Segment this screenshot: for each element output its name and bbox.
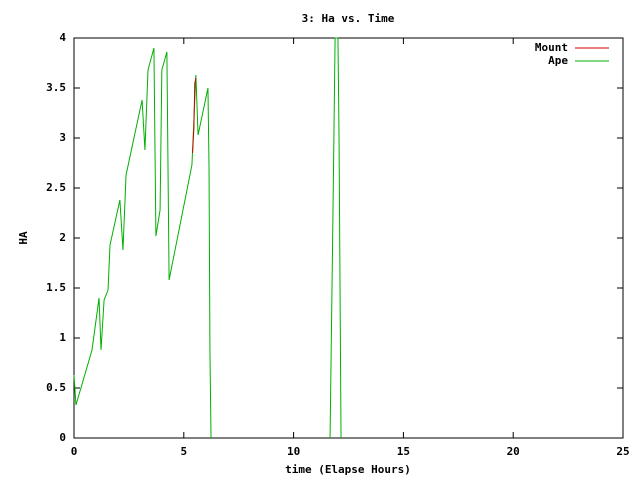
x-tick-label: 20 [507, 445, 520, 458]
x-tick-label: 0 [71, 445, 78, 458]
x-axis-label: time (Elapse Hours) [285, 463, 411, 476]
legend-label: Ape [548, 54, 568, 67]
legend-label: Mount [535, 41, 568, 54]
y-tick-label: 4 [59, 31, 66, 44]
y-tick-label: 0 [59, 431, 66, 444]
series-line [329, 37, 342, 439]
y-tick-label: 3.5 [46, 81, 66, 94]
y-tick-label: 1 [59, 331, 66, 344]
series-line [73, 47, 212, 439]
x-tick-label: 15 [397, 445, 410, 458]
chart-title: 3: Ha vs. Time [302, 12, 395, 25]
y-tick-label: 1.5 [46, 281, 66, 294]
series-line [192, 77, 197, 154]
y-axis-label: HA [17, 231, 30, 245]
y-tick-label: 2 [59, 231, 66, 244]
x-tick-label: 25 [616, 445, 629, 458]
y-tick-label: 3 [59, 131, 66, 144]
x-tick-label: 10 [287, 445, 300, 458]
x-tick-label: 5 [180, 445, 187, 458]
y-tick-label: 2.5 [46, 181, 66, 194]
y-tick-label: 0.5 [46, 381, 66, 394]
